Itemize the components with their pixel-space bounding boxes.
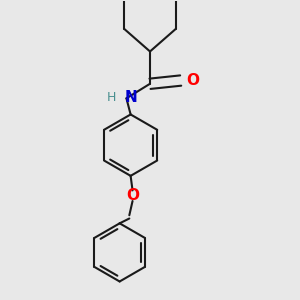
Text: H: H <box>107 91 116 103</box>
Text: O: O <box>187 73 200 88</box>
Text: O: O <box>126 188 139 203</box>
Text: N: N <box>124 89 137 104</box>
